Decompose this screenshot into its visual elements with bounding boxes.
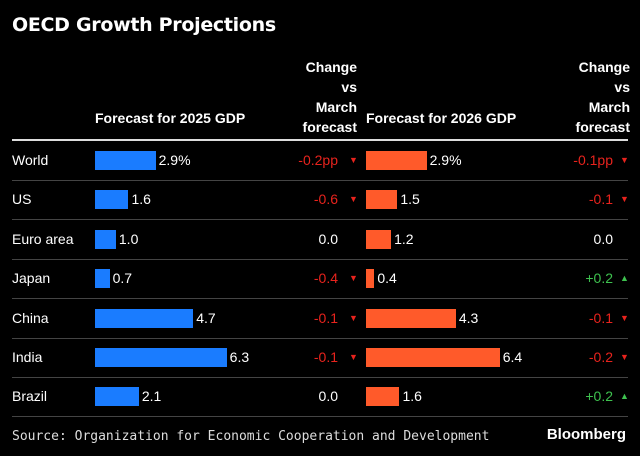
bar-2025 xyxy=(95,387,139,407)
bar-2025 xyxy=(95,229,116,249)
chart-title: OECD Growth Projections xyxy=(12,14,276,36)
down-arrow-icon: ▼ xyxy=(349,312,358,323)
header-line: vs xyxy=(614,79,630,95)
value-2025: 2.9% xyxy=(158,152,191,168)
header-divider xyxy=(12,139,628,141)
change-2025: -0.1 xyxy=(313,309,338,326)
change-2025: -0.1 xyxy=(313,349,338,365)
down-arrow-icon: ▼ xyxy=(349,352,358,362)
down-arrow-icon: ▼ xyxy=(620,155,629,165)
change-2026: -0.1 xyxy=(588,191,613,208)
bar-2025 xyxy=(95,308,194,328)
change-2026: -0.2 xyxy=(588,349,613,365)
table-row: India 6.3 -0.1 ▼ 6.4 -0.2 ▼ xyxy=(12,338,629,378)
bar-2025 xyxy=(95,190,129,210)
header-change-2026: Change vs March forecast xyxy=(550,57,630,137)
header-gdp-2025: Forecast for 2025 GDP xyxy=(95,110,246,126)
value-2026: 1.6 xyxy=(402,388,422,405)
value-2026: 6.4 xyxy=(502,349,523,365)
value-2026: 2.9% xyxy=(429,152,462,168)
bloomberg-logo: Bloomberg xyxy=(546,426,626,443)
value-2025: 1.6 xyxy=(131,191,151,208)
header-change-2025: Change vs March forecast xyxy=(280,57,357,137)
value-2026: 1.2 xyxy=(394,230,414,247)
country-label: World xyxy=(12,152,49,168)
table-row: World 2.9% -0.2pp ▼ 2.9% -0.1pp ▼ xyxy=(12,141,629,181)
value-2025: 1.0 xyxy=(118,230,139,247)
country-label: India xyxy=(12,349,43,365)
up-arrow-icon: ▲ xyxy=(620,273,629,284)
table-row: China 4.7 -0.1 ▼ 4.3 -0.1 ▼ xyxy=(12,299,629,339)
value-2025: 4.7 xyxy=(196,309,216,326)
change-2025: 0.0 xyxy=(318,230,338,247)
table-row: US 1.6 -0.6 ▼ 1.5 -0.1 ▼ xyxy=(12,180,629,221)
down-arrow-icon: ▼ xyxy=(620,194,629,205)
country-label: Euro area xyxy=(12,230,74,247)
down-arrow-icon: ▼ xyxy=(620,312,629,323)
bar-2026 xyxy=(366,308,456,328)
change-2026: -0.1pp xyxy=(573,152,613,168)
bar-2025 xyxy=(95,269,110,289)
change-2026: 0.0 xyxy=(593,230,613,247)
header-line: Change xyxy=(578,59,630,75)
change-2025: -0.6 xyxy=(313,191,338,208)
source-note: Source: Organization for Economic Cooper… xyxy=(12,429,490,444)
bar-2026 xyxy=(366,190,398,210)
bar-2026 xyxy=(366,269,375,289)
bar-2026 xyxy=(366,348,500,367)
header-line: vs xyxy=(341,79,357,95)
bar-2025 xyxy=(95,151,156,170)
bar-2026 xyxy=(366,387,400,407)
change-2026: +0.2 xyxy=(585,270,613,287)
header-line: March xyxy=(588,99,630,115)
value-2026: 0.4 xyxy=(377,270,397,287)
change-2025: -0.2pp xyxy=(298,152,338,168)
header-line: forecast xyxy=(302,119,357,135)
country-label: China xyxy=(12,309,49,326)
bar-2025 xyxy=(95,348,227,367)
value-2025: 6.3 xyxy=(229,349,250,365)
table-row: Euro area 1.0 0.0 1.2 0.0 xyxy=(12,220,628,260)
down-arrow-icon: ▼ xyxy=(349,273,358,284)
country-label: US xyxy=(12,191,32,208)
header-line: Change xyxy=(305,59,357,75)
header-gdp-2026: Forecast for 2026 GDP xyxy=(366,110,517,126)
header-line: forecast xyxy=(575,119,630,135)
change-2025: -0.4 xyxy=(313,270,338,287)
value-2026: 4.3 xyxy=(458,309,479,326)
table-row: Japan 0.7 -0.4 ▼ 0.4 +0.2 ▲ xyxy=(12,259,629,300)
value-2025: 0.7 xyxy=(112,270,133,287)
down-arrow-icon: ▼ xyxy=(349,194,358,205)
value-2025: 2.1 xyxy=(141,388,162,405)
country-label: Brazil xyxy=(12,388,48,405)
up-arrow-icon: ▲ xyxy=(620,391,629,402)
bar-2026 xyxy=(366,229,392,249)
down-arrow-icon: ▼ xyxy=(620,352,629,362)
country-label: Japan xyxy=(12,270,51,287)
change-2026: -0.1 xyxy=(588,309,613,326)
table-row: Brazil 2.1 0.0 1.6 +0.2 ▲ xyxy=(12,377,629,418)
change-2026: +0.2 xyxy=(585,388,613,405)
down-arrow-icon: ▼ xyxy=(349,155,358,165)
bar-2026 xyxy=(366,151,427,170)
header-line: March xyxy=(315,99,357,115)
change-2025: 0.0 xyxy=(318,388,338,405)
value-2026: 1.5 xyxy=(400,191,420,208)
